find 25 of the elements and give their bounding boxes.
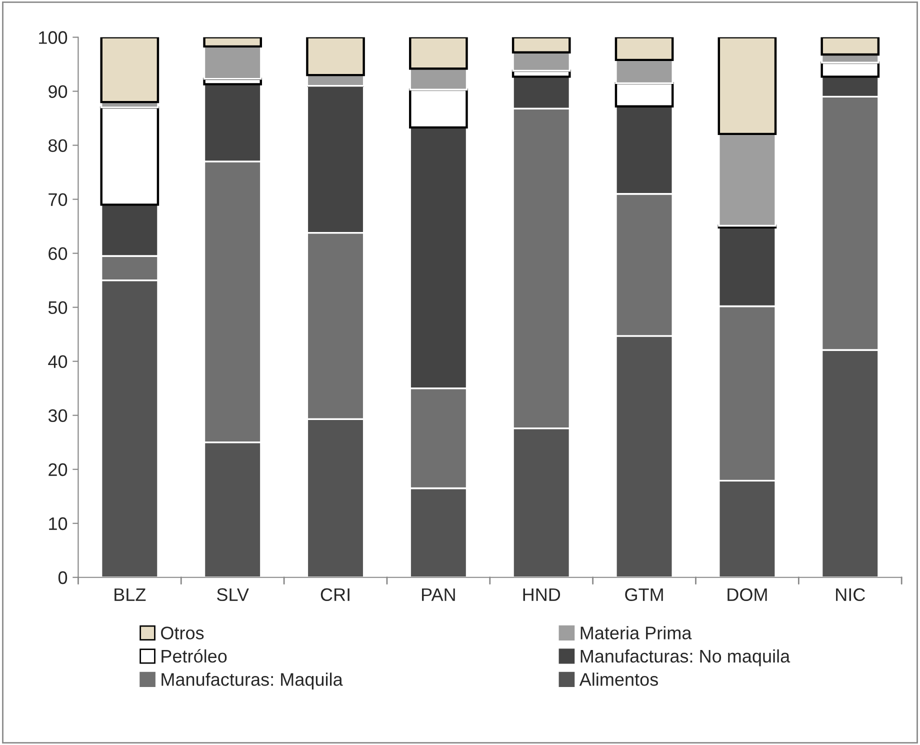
x-tick-label: GTM [625, 588, 663, 602]
legend-label: Petróleo [162, 649, 227, 663]
x-tick-label: SLV [217, 588, 249, 602]
x-tick-label: BLZ [114, 588, 146, 601]
y-tick-label: 10 [49, 517, 68, 530]
x-tick-label: CRI [320, 588, 350, 602]
y-tick-label: 60 [48, 247, 68, 260]
y-tick-label: 50 [48, 301, 68, 314]
legend-label: Otros [161, 626, 204, 640]
y-tick-label: 70 [48, 193, 68, 206]
y-tick-label: 30 [48, 409, 68, 422]
x-tick-label: HND [523, 588, 560, 601]
y-tick-label: 100 [39, 31, 68, 44]
y-tick-label: 0 [58, 571, 68, 584]
y-tick-label: 40 [48, 355, 68, 368]
x-tick-label: PAN [422, 588, 455, 601]
x-tick-label: NIC [836, 588, 865, 602]
y-tick-label: 80 [48, 139, 68, 152]
legend-label: Materia Prima [580, 626, 692, 640]
x-tick-label: DOM [728, 588, 767, 602]
y-tick-label: 20 [48, 463, 68, 476]
legend-label: Alimentos [579, 672, 658, 686]
y-tick-label: 90 [48, 85, 68, 98]
legend-label: Manufacturas: Maquila [162, 672, 343, 690]
legend-label: Manufacturas: No maquila [580, 649, 790, 666]
